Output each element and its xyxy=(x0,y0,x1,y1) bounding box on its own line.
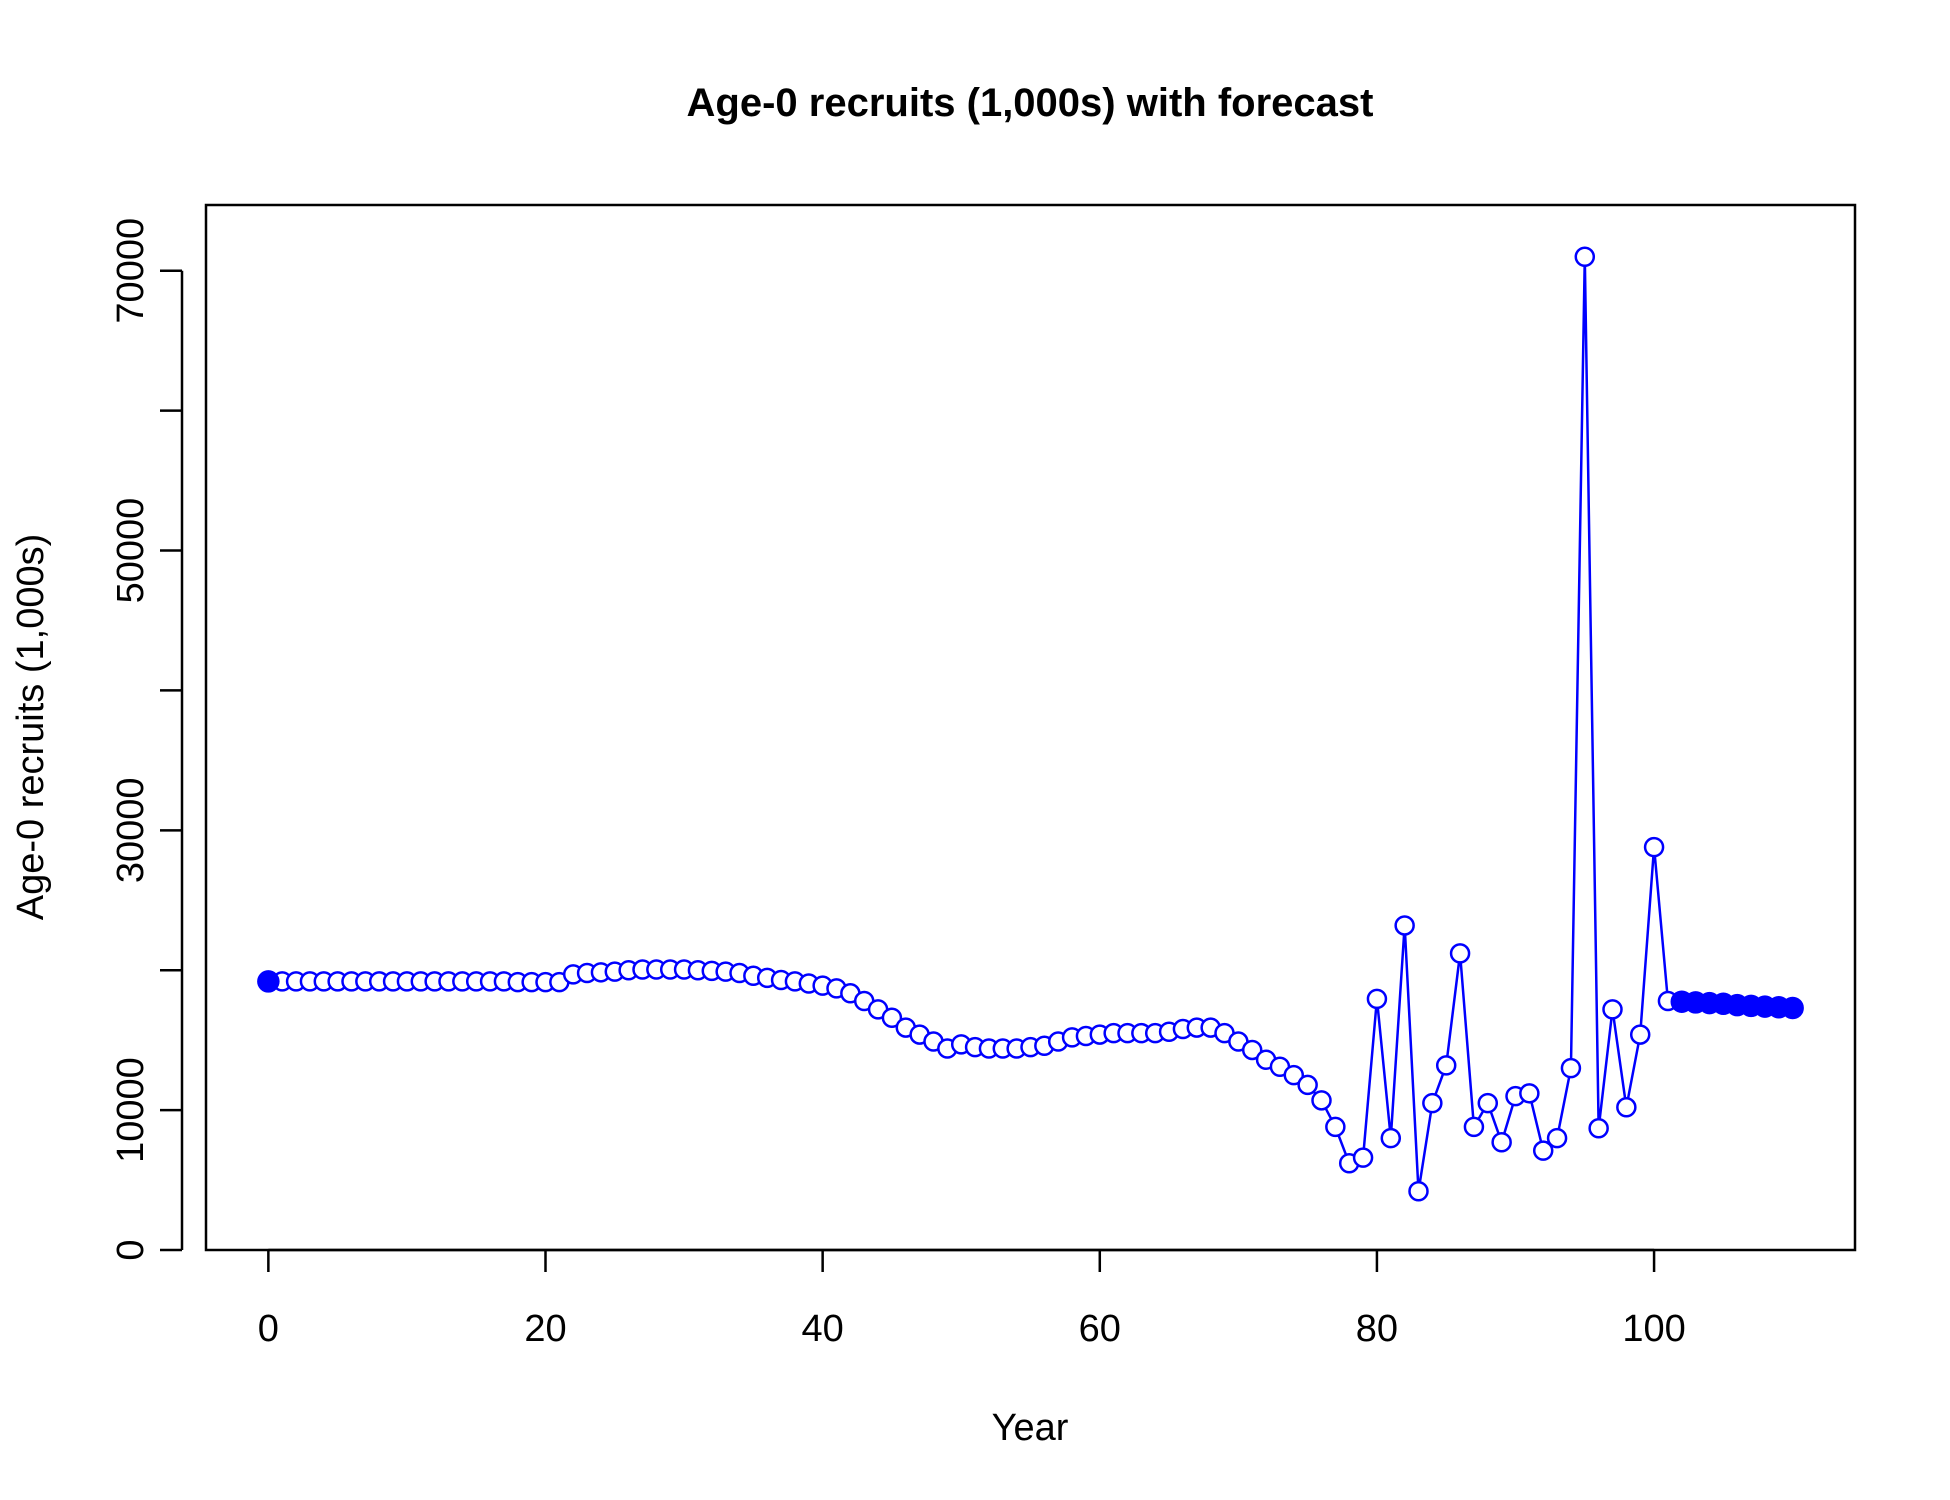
x-tick-label: 0 xyxy=(258,1308,279,1350)
data-point xyxy=(881,1007,903,1029)
x-tick-label: 40 xyxy=(802,1308,844,1350)
x-axis: 0 20 40 60 80 100 xyxy=(258,1248,1686,1350)
data-point xyxy=(1643,836,1665,858)
data-point xyxy=(1532,1140,1554,1161)
data-point xyxy=(1629,1024,1651,1045)
data-point xyxy=(1588,1118,1609,1139)
forecast-point xyxy=(257,970,280,993)
data-point xyxy=(1519,1083,1540,1104)
y-tick-label: 50000 xyxy=(110,498,152,604)
data-point xyxy=(1449,943,1471,964)
data-point xyxy=(1602,999,1623,1020)
data-point xyxy=(1380,1127,1402,1149)
data-point xyxy=(1352,1147,1374,1168)
chart-title: Age-0 recruits (1,000s) with forecast xyxy=(687,81,1374,125)
x-tick-label: 20 xyxy=(524,1308,566,1350)
data-point xyxy=(1574,246,1596,268)
forecast-point xyxy=(1781,996,1804,1020)
data-point xyxy=(1435,1055,1457,1076)
x-tick-label: 80 xyxy=(1356,1308,1398,1350)
x-axis-label: Year xyxy=(992,1407,1069,1449)
data-point xyxy=(1616,1097,1637,1118)
y-tick-label: 30000 xyxy=(110,777,152,883)
y-tick-label: 10000 xyxy=(110,1057,152,1163)
x-tick-label: 100 xyxy=(1622,1308,1685,1350)
y-axis-label: Age-0 recruits (1,000s) xyxy=(10,534,52,921)
data-point xyxy=(1477,1092,1499,1114)
data-point xyxy=(1491,1132,1512,1153)
data-point xyxy=(1241,1039,1263,1061)
data-point xyxy=(1311,1090,1332,1111)
x-tick-label: 60 xyxy=(1079,1308,1121,1350)
data-point xyxy=(1560,1057,1582,1079)
data-point xyxy=(1283,1064,1305,1086)
y-tick-label: 70000 xyxy=(110,218,152,324)
y-axis: 0 10000 30000 50000 70000 xyxy=(110,218,184,1261)
data-point xyxy=(1463,1116,1485,1138)
data-point xyxy=(1422,1092,1443,1114)
data-point xyxy=(1325,1116,1346,1138)
data-point xyxy=(1366,988,1388,1010)
data-point xyxy=(1546,1127,1568,1149)
plot-box xyxy=(204,203,1857,1252)
data-point xyxy=(1297,1074,1318,1096)
data-point xyxy=(1394,915,1415,936)
y-tick-label: 0 xyxy=(110,1239,152,1260)
series-layer xyxy=(257,246,1804,1202)
data-point xyxy=(1408,1180,1429,1202)
